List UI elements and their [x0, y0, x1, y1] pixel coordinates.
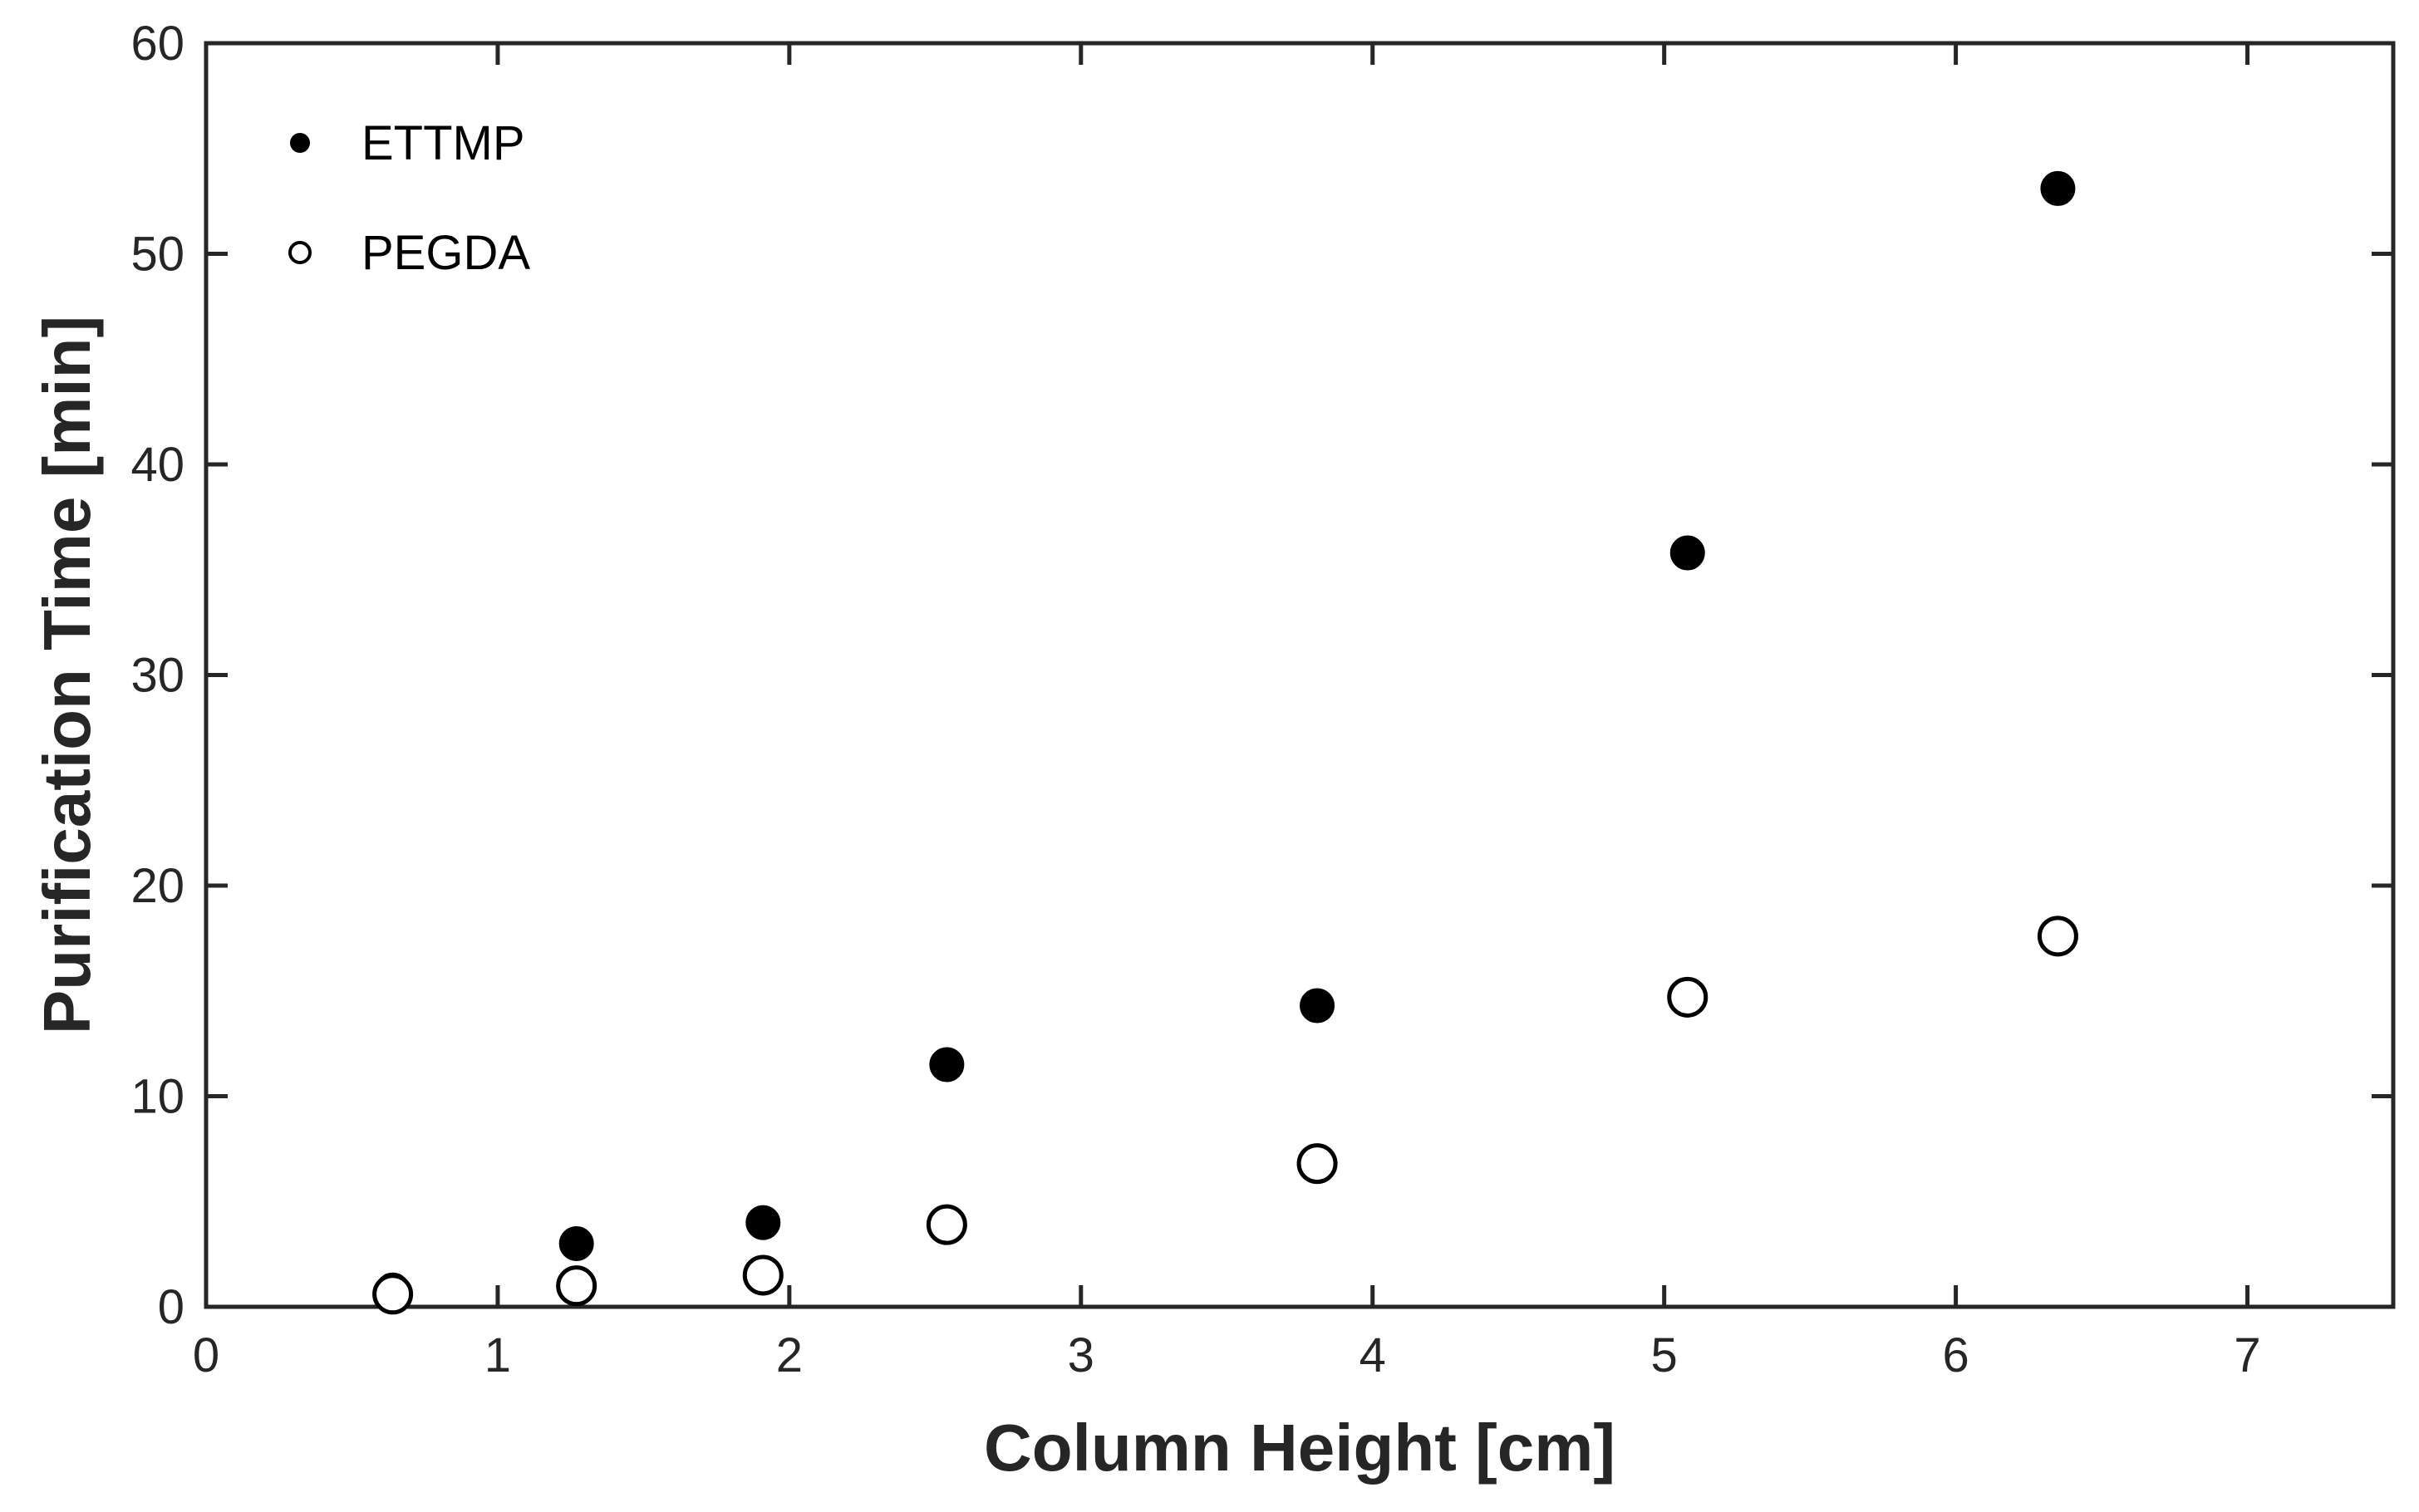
x-tick-label: 6 — [1942, 1328, 1969, 1382]
point-ettmp — [2040, 170, 2076, 206]
series-ettmp — [375, 170, 2076, 1308]
series-pegda — [372, 916, 2078, 1315]
x-tick-label: 4 — [1359, 1328, 1386, 1382]
point-pegda — [1667, 976, 1709, 1018]
point-pegda — [742, 1254, 784, 1296]
legend-entry: PEGDA — [288, 226, 530, 280]
point-pegda — [372, 1274, 414, 1315]
y-tick-label: 40 — [130, 438, 184, 492]
point-ettmp — [745, 1205, 781, 1240]
legend-marker — [288, 241, 312, 264]
x-tick-label: 3 — [1068, 1328, 1094, 1382]
point-ettmp — [1669, 535, 1705, 571]
x-tick-label: 7 — [2234, 1328, 2260, 1382]
point-ettmp — [1300, 988, 1335, 1024]
y-tick-label: 50 — [130, 228, 184, 282]
y-tick-label: 20 — [130, 859, 184, 913]
legend-label: PEGDA — [361, 226, 530, 280]
x-tick-label: 5 — [1651, 1328, 1678, 1382]
y-tick-label: 60 — [130, 17, 184, 71]
x-axis-title: Column Height [cm] — [984, 1411, 1615, 1485]
x-tick-label: 1 — [484, 1328, 511, 1382]
y-tick-label: 0 — [158, 1280, 184, 1334]
point-ettmp — [558, 1225, 594, 1261]
y-tick-label: 30 — [130, 649, 184, 703]
point-pegda — [2037, 916, 2078, 957]
legend-marker — [290, 133, 310, 153]
legend-label: ETTMP — [361, 116, 525, 170]
point-ettmp — [929, 1047, 965, 1082]
y-axis-ticks: 0 10 20 30 40 50 60 — [130, 17, 2393, 1334]
point-pegda — [1296, 1143, 1338, 1185]
point-pegda — [926, 1204, 967, 1245]
legend-entry: ETTMP — [290, 116, 525, 170]
plot-border — [204, 41, 2396, 1309]
data-points — [372, 170, 2078, 1315]
y-tick-label: 10 — [130, 1070, 184, 1124]
legend: ETTMP PEGDA — [288, 116, 530, 280]
x-axis-ticks: 0 1 2 3 4 5 6 7 — [193, 43, 2261, 1382]
point-pegda — [556, 1265, 597, 1307]
x-tick-label: 2 — [776, 1328, 803, 1382]
y-axis-title: Purification Time [min] — [30, 316, 104, 1034]
x-tick-label: 0 — [193, 1328, 219, 1382]
plot-frame — [204, 41, 2396, 1309]
